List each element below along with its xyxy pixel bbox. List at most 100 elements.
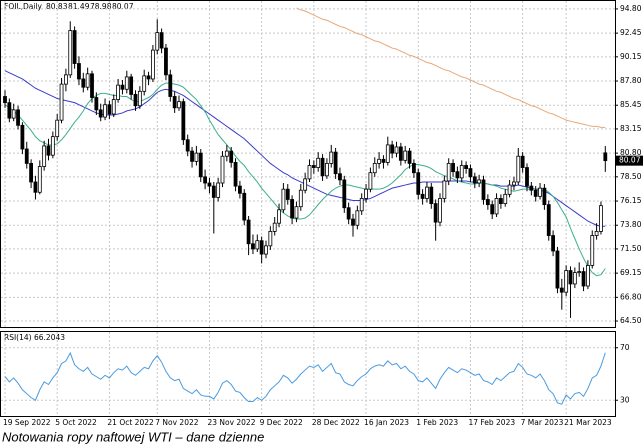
candle-body — [124, 76, 129, 90]
candle-body — [137, 90, 142, 107]
candle-body — [351, 218, 355, 226]
candle-body — [516, 155, 521, 183]
candle-body — [211, 185, 216, 198]
candle-body — [329, 151, 334, 164]
moving-average — [4, 82, 606, 277]
candle-body — [542, 187, 547, 206]
candle-body — [564, 270, 569, 293]
candle-body — [285, 188, 290, 200]
rsi-last: 66.2043 — [34, 333, 65, 342]
candle-body — [277, 209, 281, 224]
candle-body — [581, 271, 586, 287]
x-tick-label: 23 Nov 2022 — [207, 418, 255, 427]
candle-body — [133, 94, 138, 107]
candle-body — [116, 84, 120, 100]
candle-body — [11, 109, 16, 119]
candle-body — [168, 74, 173, 97]
y-tick-label: 69.15 — [620, 268, 642, 277]
candle-body — [433, 203, 438, 223]
candle-body — [468, 168, 473, 178]
candle-body — [346, 207, 351, 220]
candle-body — [264, 245, 268, 255]
candle-body — [224, 150, 229, 157]
candle-body — [586, 265, 590, 287]
candle-body — [50, 136, 55, 156]
candle-body — [364, 188, 368, 199]
candle-body — [307, 165, 312, 180]
y-tick-label: 71.50 — [620, 244, 642, 253]
y-tick-label: 78.50 — [620, 172, 642, 181]
candle-body — [568, 270, 573, 285]
y-tick-label: 73.80 — [620, 220, 642, 229]
candle-body — [20, 124, 25, 150]
candle-body — [359, 198, 364, 212]
x-tick-label: 28 Dec 2022 — [312, 418, 360, 427]
candle-body — [59, 83, 64, 121]
candle-body — [185, 139, 190, 152]
candle-body — [442, 180, 447, 199]
candle-body — [311, 165, 316, 168]
candle-body — [46, 145, 51, 156]
y-tick-label: 85.45 — [620, 100, 642, 109]
moving-average — [4, 70, 606, 227]
candle-body — [107, 104, 112, 115]
candle-body — [368, 172, 373, 190]
candle-body — [338, 173, 342, 181]
candle-body — [259, 240, 264, 255]
candle-body — [216, 182, 221, 198]
candle-body — [290, 199, 295, 219]
candle-body — [120, 84, 125, 90]
low: 78.98 — [90, 2, 112, 11]
candle-body — [233, 162, 238, 187]
candle-body — [16, 109, 20, 126]
candle-body — [490, 204, 495, 215]
candle-body — [64, 74, 68, 85]
candle-body — [281, 188, 286, 211]
x-tick-label: 1 Feb 2023 — [416, 418, 458, 427]
candle-body — [420, 193, 425, 199]
rsi-tick-label: 70 — [620, 343, 630, 352]
candle-body — [559, 287, 564, 293]
candle-body — [546, 204, 551, 236]
last-price-box — [616, 155, 643, 166]
x-tick-label: 19 Sep 2022 — [3, 418, 51, 427]
y-tick-label: 64.50 — [620, 316, 642, 325]
y-tick-label: 76.15 — [620, 196, 642, 205]
candle-body — [103, 104, 107, 118]
moving-average — [296, 7, 606, 128]
candle-body — [207, 182, 212, 187]
candle-body — [190, 150, 194, 162]
candle-body — [111, 99, 116, 115]
candle-body — [324, 163, 329, 177]
candle-body — [425, 186, 429, 199]
candle-body — [164, 47, 168, 76]
candle-body — [3, 96, 7, 104]
candle-body — [451, 163, 455, 173]
candle-body — [498, 198, 503, 205]
rsi-frame — [0, 331, 616, 417]
rsi-line — [4, 351, 606, 405]
rsi-tick-label: 30 — [620, 395, 630, 404]
candle-body — [533, 189, 538, 197]
candle-body — [42, 145, 47, 167]
candle-body — [355, 210, 360, 226]
candle-body — [398, 146, 403, 161]
y-tick-label: 66.80 — [620, 292, 642, 301]
candle-body — [390, 144, 395, 154]
close: 80.07 — [112, 2, 134, 11]
x-tick-label: 7 Mar 2023 — [521, 418, 564, 427]
candle-body — [577, 271, 582, 274]
candle-body — [229, 150, 234, 163]
candle-body — [298, 189, 303, 208]
candle-body — [68, 30, 73, 76]
candle-body — [198, 152, 203, 178]
candle-body — [446, 163, 451, 182]
candle-body — [394, 146, 399, 154]
y-tick-label: 94.80 — [620, 4, 642, 13]
candle-body — [237, 185, 242, 194]
candle-body — [77, 63, 81, 80]
x-tick-label: 9 Dec 2022 — [260, 418, 303, 427]
symbol: FOIL,Daily — [4, 2, 43, 11]
